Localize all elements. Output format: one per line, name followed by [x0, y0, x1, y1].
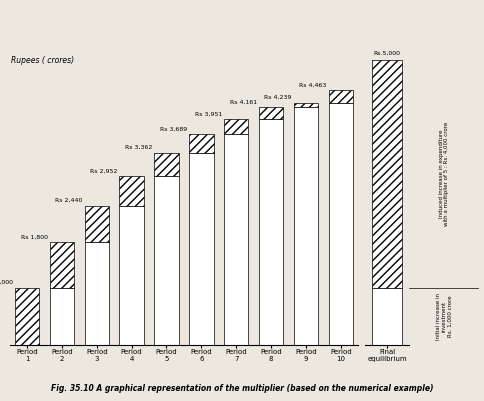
Text: Initial increase in
investment
Rs. 1,000 crore: Initial increase in investment Rs. 1,000…: [436, 293, 453, 340]
Text: Rs 1,800: Rs 1,800: [21, 234, 48, 239]
Bar: [372, 59, 402, 288]
Bar: [259, 107, 283, 119]
Bar: [294, 103, 318, 107]
Text: Rs.5,000: Rs.5,000: [374, 51, 401, 56]
Bar: [154, 153, 179, 176]
Bar: [50, 242, 74, 288]
Bar: [189, 134, 213, 153]
Text: Induced increase in expenditure
with a multiplier of 5 : Rs. 4,000 crore: Induced increase in expenditure with a m…: [439, 122, 450, 226]
Bar: [372, 288, 402, 345]
Bar: [154, 176, 179, 345]
Bar: [15, 288, 39, 345]
Text: Rs 4,161: Rs 4,161: [230, 99, 257, 105]
Bar: [259, 119, 283, 345]
Text: Rs 2,440: Rs 2,440: [56, 198, 83, 203]
Text: Rs 4,239: Rs 4,239: [264, 95, 292, 100]
Bar: [120, 206, 144, 345]
Text: Rs 1,000: Rs 1,000: [0, 280, 13, 285]
Text: Fig. 35.10 A graphical representation of the multiplier (based on the numerical : Fig. 35.10 A graphical representation of…: [51, 384, 433, 393]
Bar: [120, 176, 144, 206]
Bar: [50, 288, 74, 345]
Text: Rupees ( crores): Rupees ( crores): [12, 56, 75, 65]
Bar: [85, 206, 109, 242]
Bar: [85, 242, 109, 345]
Bar: [189, 153, 213, 345]
Text: Rs 3,362: Rs 3,362: [125, 145, 152, 150]
Bar: [224, 134, 248, 345]
Bar: [329, 103, 353, 345]
Text: Rs 4,463: Rs 4,463: [300, 82, 327, 87]
Text: Rs 2,952: Rs 2,952: [91, 168, 118, 174]
Bar: [224, 119, 248, 134]
Text: Rs 3,689: Rs 3,689: [160, 126, 187, 132]
Bar: [329, 90, 353, 103]
Bar: [294, 107, 318, 345]
Text: Rs 3,951: Rs 3,951: [195, 111, 222, 117]
